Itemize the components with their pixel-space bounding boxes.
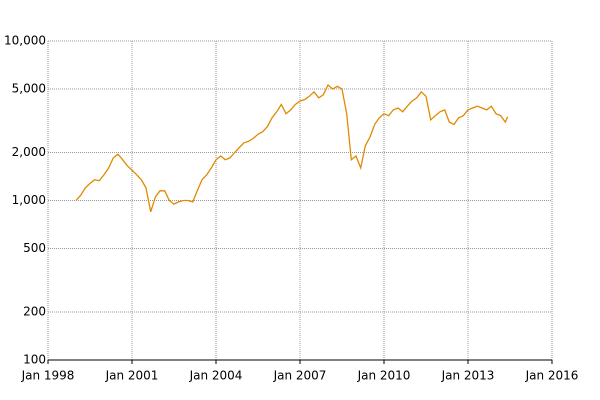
x-tick-label: Jan 2004 xyxy=(189,369,243,383)
x-tick-label: Jan 1998 xyxy=(21,369,75,383)
y-tick-label: 5,000 xyxy=(12,82,46,96)
line-series xyxy=(75,83,509,212)
x-tick-label: Jan 2016 xyxy=(525,369,579,383)
y-tick-label: 10,000 xyxy=(4,34,46,48)
y-tick-label: 2,000 xyxy=(12,145,46,159)
y-tick-label: 100 xyxy=(23,353,46,367)
y-tick-label: 500 xyxy=(23,241,46,255)
x-tick-label: Jan 2001 xyxy=(105,369,159,383)
y-tick-label: 200 xyxy=(23,304,46,318)
x-tick-label: Jan 2007 xyxy=(273,369,327,383)
x-tick-label: Jan 2010 xyxy=(357,369,411,383)
y-tick-label: 1,000 xyxy=(12,193,46,207)
x-tick-label: Jan 2013 xyxy=(441,369,495,383)
